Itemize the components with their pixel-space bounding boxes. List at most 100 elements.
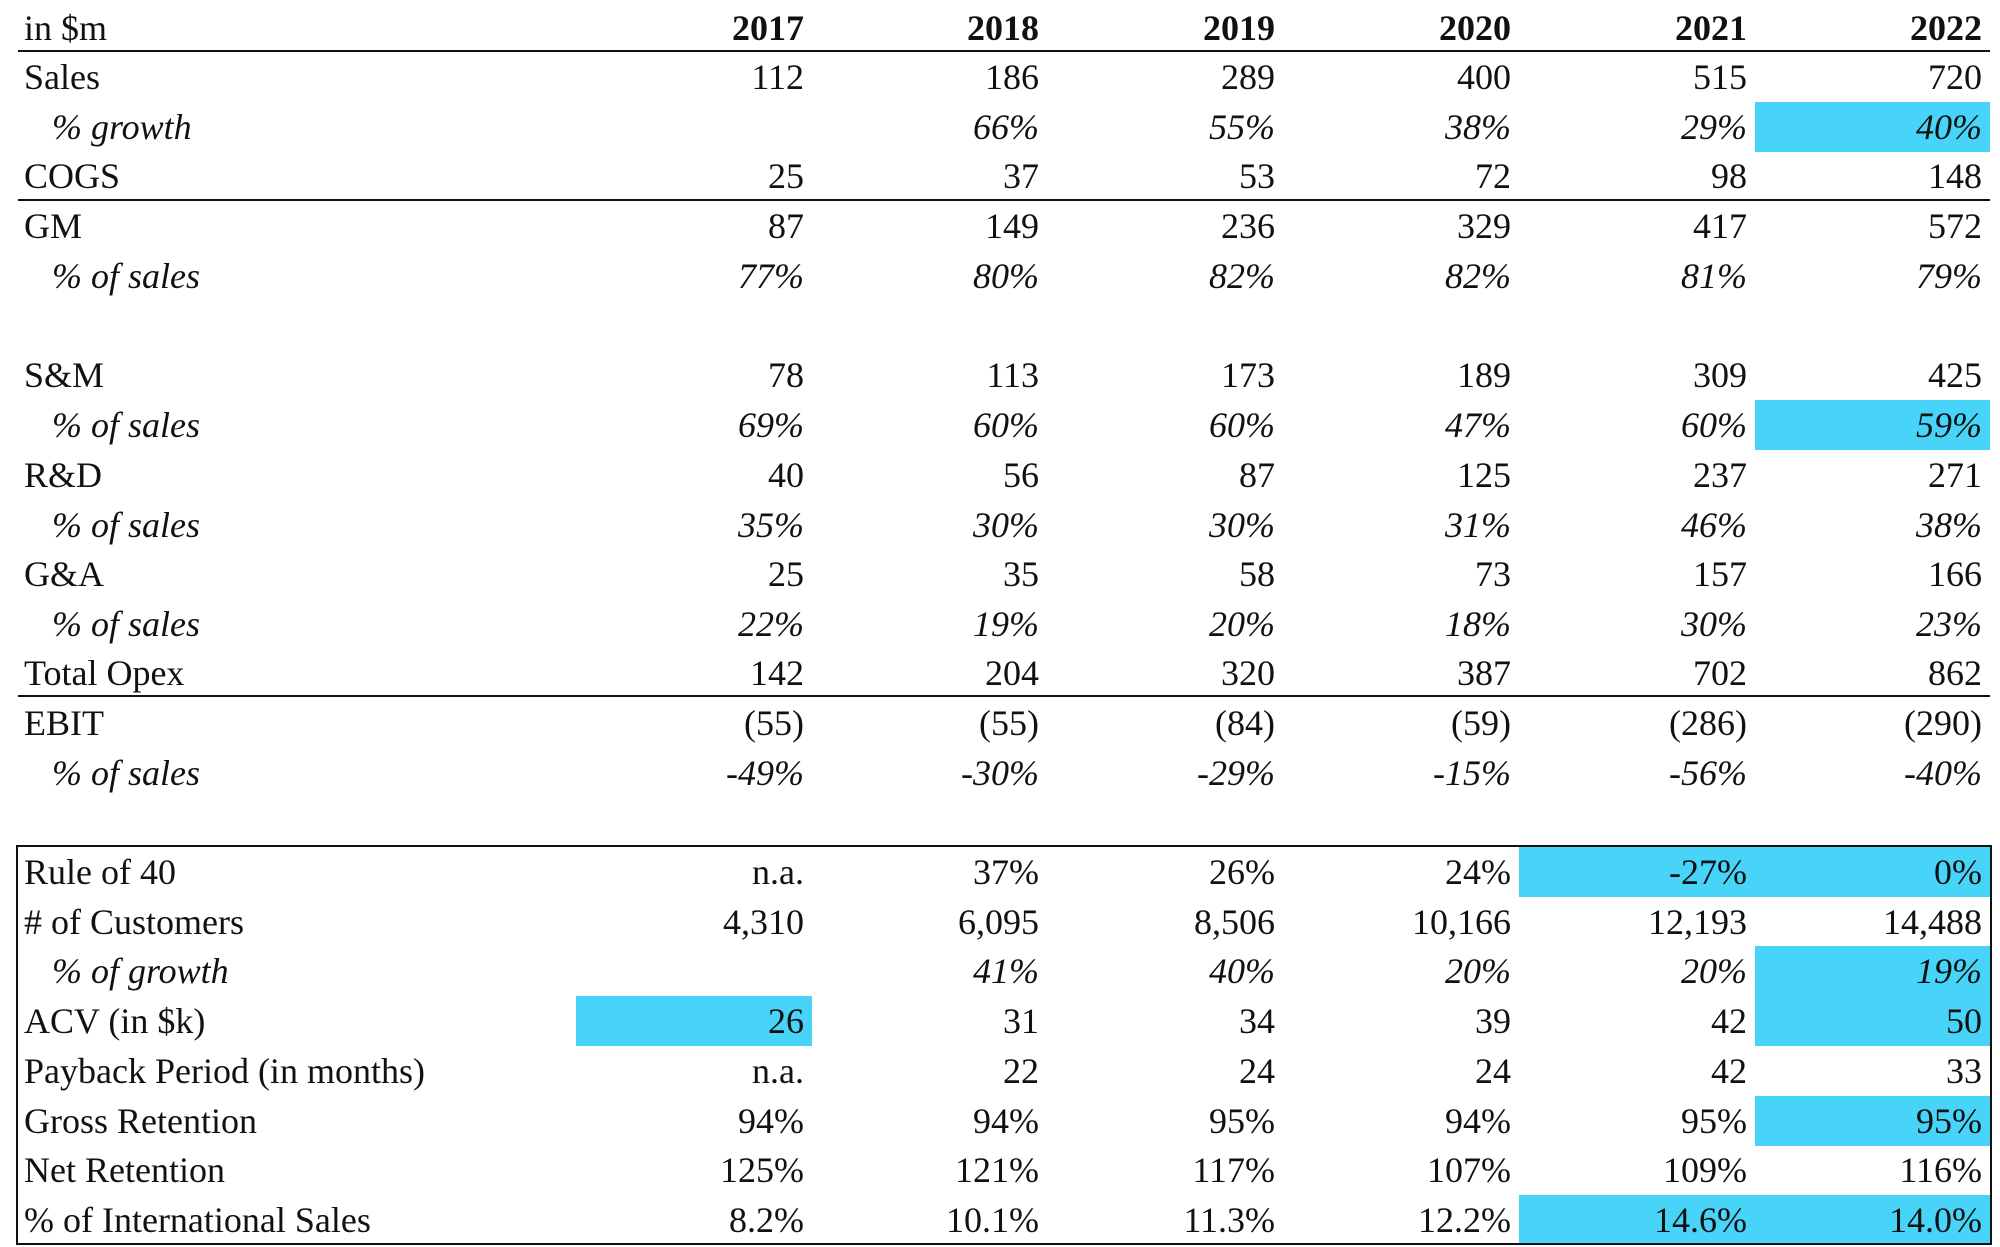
cell-net-retention-2020: 107% (1427, 1149, 1511, 1190)
cell-acv-2018: 31 (1003, 1000, 1039, 1041)
row-label: Net Retention (24, 1149, 225, 1190)
cell-gross-retention-2018: 94% (973, 1100, 1039, 1141)
cell-cogs-2022: 148 (1928, 155, 1982, 196)
unit-label: in $m (24, 7, 108, 48)
cell-intl-sales-2017: 8.2% (729, 1199, 804, 1240)
row-gross-retention: Gross Retention 94% 94% 95% 94% 95% 95% (0, 1096, 2000, 1146)
cell-ebit-2022: (290) (1904, 702, 1982, 743)
row-cogs: COGS 25 37 53 72 98 148 (0, 151, 2000, 201)
cell-sales-growth-2019: 55% (1209, 106, 1275, 147)
row-label: Rule of 40 (24, 851, 176, 892)
row-label: ACV (in $k) (24, 1000, 206, 1041)
cell-gm-2017: 87 (768, 205, 804, 246)
row-rd: R&D 40 56 87 125 237 271 (0, 450, 2000, 500)
cell-ga-2020: 73 (1475, 553, 1511, 594)
cell-cogs-2020: 72 (1475, 155, 1511, 196)
cell-ebit-pct-2018: -30% (961, 752, 1039, 793)
cell-ga-pct-2020: 18% (1445, 603, 1511, 644)
cell-ga-pct-2021: 30% (1681, 603, 1747, 644)
cell-rd-2021: 237 (1693, 454, 1747, 495)
row-label: % of sales (52, 752, 200, 793)
cell-net-retention-2019: 117% (1192, 1149, 1275, 1190)
row-customers-growth: % of growth 41% 40% 20% 20% 19% (0, 946, 2000, 996)
cell-total-opex-2022: 862 (1928, 652, 1982, 693)
row-label: % of growth (52, 950, 229, 991)
cell-gm-pct-2021: 81% (1681, 255, 1747, 296)
cell-acv-2022: 50 (1755, 996, 1990, 1046)
row-label: EBIT (24, 702, 104, 743)
row-label: GM (24, 205, 83, 246)
cell-net-retention-2021: 109% (1663, 1149, 1747, 1190)
cell-rd-2017: 40 (768, 454, 804, 495)
cell-rule-of-40-2022: 0% (1755, 847, 1990, 897)
cell-gross-retention-2022: 95% (1755, 1096, 1990, 1146)
row-rule-of-40: Rule of 40 n.a. 37% 26% 24% -27% 0% (0, 847, 2000, 897)
cell-rd-2018: 56 (1003, 454, 1039, 495)
cell-sales-growth-2021: 29% (1681, 106, 1747, 147)
cell-ga-pct-2022: 23% (1916, 603, 1982, 644)
kpi-box-border (16, 845, 1992, 1245)
cell-gross-retention-2021: 95% (1681, 1100, 1747, 1141)
cell-intl-sales-2019: 11.3% (1183, 1199, 1275, 1240)
cell-rd-2019: 87 (1239, 454, 1275, 495)
cell-gross-retention-2019: 95% (1209, 1100, 1275, 1141)
header-underline (18, 50, 1990, 52)
row-customers: # of Customers 4,310 6,095 8,506 10,166 12,19… (0, 897, 2000, 947)
row-label: % growth (52, 106, 192, 147)
cell-sm-pct-2020: 47% (1445, 404, 1511, 445)
cell-gm-2020: 329 (1457, 205, 1511, 246)
cell-customers-growth-2022: 19% (1755, 946, 1990, 996)
cell-total-opex-2019: 320 (1221, 652, 1275, 693)
cell-rd-2022: 271 (1928, 454, 1982, 495)
cell-total-opex-2017: 142 (750, 652, 804, 693)
row-ebit-pct: % of sales -49% -30% -29% -15% -56% -40% (0, 748, 2000, 798)
cell-gm-pct-2017: 77% (738, 255, 804, 296)
cell-rule-of-40-2018: 37% (973, 851, 1039, 892)
cell-sm-2019: 173 (1221, 354, 1275, 395)
cell-ga-2021: 157 (1693, 553, 1747, 594)
cell-payback-2018: 22 (1003, 1050, 1039, 1091)
cell-sales-2021: 515 (1693, 56, 1747, 97)
row-label: % of sales (52, 255, 200, 296)
cell-rd-pct-2019: 30% (1209, 504, 1275, 545)
cell-ebit-pct-2019: -29% (1197, 752, 1275, 793)
cell-gm-2019: 236 (1221, 205, 1275, 246)
cell-rd-pct-2017: 35% (738, 504, 804, 545)
cell-sales-2018: 186 (985, 56, 1039, 97)
cell-gm-pct-2020: 82% (1445, 255, 1511, 296)
cell-ga-2019: 58 (1239, 553, 1275, 594)
cell-payback-2017: n.a. (752, 1050, 804, 1091)
cell-rule-of-40-2019: 26% (1209, 851, 1275, 892)
row-net-retention: Net Retention 125% 121% 117% 107% 109% 116% (0, 1145, 2000, 1195)
cell-sales-growth-2022: 40% (1755, 102, 1990, 152)
cell-acv-2021: 42 (1711, 1000, 1747, 1041)
cell-intl-sales-2021: 14.6% (1519, 1195, 1755, 1245)
cell-customers-2021: 12,193 (1648, 901, 1747, 942)
row-label: R&D (24, 454, 103, 495)
row-sales: Sales 112 186 289 400 515 720 (0, 52, 2000, 102)
cell-customers-2019: 8,506 (1194, 901, 1275, 942)
cell-total-opex-2020: 387 (1457, 652, 1511, 693)
opex-underline (18, 695, 1990, 697)
row-total-opex: Total Opex 142 204 320 387 702 862 (0, 648, 2000, 698)
cell-ga-2017: 25 (768, 553, 804, 594)
cell-cogs-2017: 25 (768, 155, 804, 196)
row-acv: ACV (in $k) 26 31 34 39 42 50 (0, 996, 2000, 1046)
row-ga-pct: % of sales 22% 19% 20% 18% 30% 23% (0, 599, 2000, 649)
cell-rule-of-40-2020: 24% (1445, 851, 1511, 892)
cell-sm-2017: 78 (768, 354, 804, 395)
cell-sales-growth-2020: 38% (1445, 106, 1511, 147)
cell-ebit-pct-2020: -15% (1433, 752, 1511, 793)
cell-total-opex-2018: 204 (985, 652, 1039, 693)
cell-acv-2017: 26 (576, 996, 812, 1046)
cell-intl-sales-2020: 12.2% (1418, 1199, 1511, 1240)
cell-sm-pct-2022: 59% (1755, 400, 1990, 450)
year-header-2018: 2018 (967, 7, 1039, 48)
cell-sm-2018: 113 (986, 354, 1039, 395)
row-payback: Payback Period (in months) n.a. 22 24 24 42 33 (0, 1046, 2000, 1096)
cell-payback-2021: 42 (1711, 1050, 1747, 1091)
header-row: in $m 2017 2018 2019 2020 2021 2022 (0, 3, 2000, 53)
cell-payback-2019: 24 (1239, 1050, 1275, 1091)
cell-customers-growth-2021: 20% (1681, 950, 1747, 991)
cell-rd-2020: 125 (1457, 454, 1511, 495)
